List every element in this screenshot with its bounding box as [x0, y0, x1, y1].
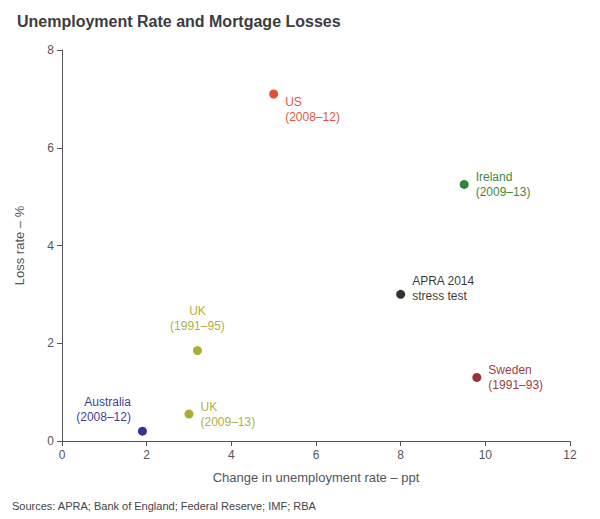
svg-text:UK: UK: [201, 400, 218, 414]
svg-text:4: 4: [228, 448, 235, 462]
svg-text:(2009–13): (2009–13): [201, 415, 256, 429]
svg-text:2: 2: [47, 336, 54, 350]
svg-text:8: 8: [47, 43, 54, 57]
svg-text:stress test: stress test: [412, 289, 467, 303]
svg-text:2: 2: [143, 448, 150, 462]
svg-text:12: 12: [563, 448, 577, 462]
svg-text:0: 0: [47, 434, 54, 448]
svg-text:(1991–95): (1991–95): [170, 319, 225, 333]
svg-text:Australia: Australia: [84, 395, 131, 409]
svg-text:(2008–12): (2008–12): [285, 110, 340, 124]
svg-text:(2009–13): (2009–13): [476, 185, 531, 199]
svg-text:APRA 2014: APRA 2014: [412, 274, 474, 288]
svg-text:0: 0: [59, 448, 66, 462]
svg-text:(1991–93): (1991–93): [488, 378, 543, 392]
svg-text:(2008–12): (2008–12): [76, 410, 131, 424]
svg-text:UK: UK: [189, 304, 206, 318]
svg-text:Change in unemployment rate –: Change in unemployment rate – ppt: [213, 470, 420, 485]
svg-text:Loss rate – %: Loss rate – %: [12, 205, 27, 285]
svg-text:10: 10: [479, 448, 493, 462]
svg-text:6: 6: [47, 141, 54, 155]
svg-text:8: 8: [397, 448, 404, 462]
svg-text:Sweden: Sweden: [488, 363, 531, 377]
svg-text:Ireland: Ireland: [476, 170, 513, 184]
svg-text:4: 4: [47, 239, 54, 253]
svg-text:Unemployment Rate and Mortgage: Unemployment Rate and Mortgage Losses: [17, 13, 341, 30]
svg-text:US: US: [285, 95, 302, 109]
svg-text:Sources: APRA; Bank of England: Sources: APRA; Bank of England; Federal …: [12, 500, 317, 512]
svg-text:6: 6: [313, 448, 320, 462]
